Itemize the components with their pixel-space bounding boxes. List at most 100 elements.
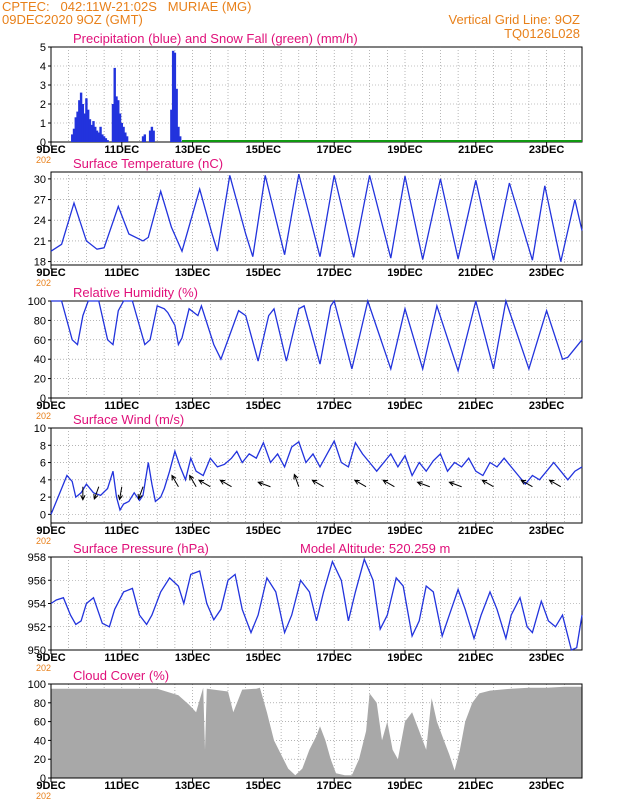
panel-title: Cloud Cover (%)	[73, 668, 169, 683]
x-tick-label: 11DEC	[104, 652, 139, 664]
x-tick-label: 13DEC	[175, 267, 211, 279]
y-tick-label: 24	[34, 215, 46, 227]
precip-bar	[111, 104, 115, 142]
x-tick-label: 21DEC	[458, 267, 494, 279]
panel-6	[48, 683, 583, 782]
year-label: 202	[36, 791, 51, 800]
x-tick-label: 21DEC	[458, 780, 494, 792]
wind-arrow	[137, 486, 144, 501]
y-tick-label: 60	[34, 335, 46, 347]
year-label: 202	[36, 411, 51, 421]
x-tick-label: 17DEC	[316, 525, 352, 537]
panel-frame	[50, 427, 583, 524]
y-tick-label: 0	[40, 773, 46, 785]
x-tick-label: 19DEC	[387, 780, 423, 792]
date-line: 09DEC2020 9OZ (GMT)	[2, 12, 143, 27]
x-tick-label: 19DEC	[387, 652, 423, 664]
y-tick-label: 4	[40, 61, 46, 73]
y-tick-label: 18	[34, 257, 46, 269]
wind-arrow	[293, 473, 300, 487]
station-line: CPTEC: 042:11W-21:02S MURIAE (MG)	[2, 0, 252, 14]
series-line	[50, 439, 583, 515]
x-tick-label: 17DEC	[316, 780, 352, 792]
x-tick-label: 21DEC	[458, 400, 494, 412]
x-tick-label: 13DEC	[175, 525, 211, 537]
wind-arrow	[448, 481, 462, 488]
panel-frame-top	[50, 683, 583, 779]
precip-bar	[170, 109, 173, 142]
x-tick-label: 9DEC	[36, 652, 65, 664]
x-tick-label: 9DEC	[36, 525, 65, 537]
x-tick-label: 23DEC	[529, 400, 565, 412]
x-tick-label: 23DEC	[529, 525, 565, 537]
precip-bar	[101, 134, 104, 142]
precip-bar	[120, 123, 123, 142]
precip-bar	[148, 130, 152, 142]
y-tick-label: 0	[40, 509, 46, 521]
x-tick-label: 17DEC	[316, 144, 352, 156]
x-tick-label: 17DEC	[316, 267, 352, 279]
panel-frame	[50, 556, 583, 651]
wind-arrow	[382, 479, 395, 488]
precip-bar	[92, 121, 95, 142]
precip-bar	[150, 126, 154, 142]
x-tick-label: 11DEC	[104, 525, 139, 537]
precip-bar	[99, 126, 102, 142]
y-tick-label: 10	[34, 423, 46, 435]
model-code: TQ0126L028	[504, 26, 580, 41]
y-tick-label: 40	[34, 735, 46, 747]
y-tick-label: 60	[34, 717, 46, 729]
wind-arrow	[219, 479, 232, 488]
x-tick-label: 13DEC	[175, 780, 211, 792]
y-tick-label: 954	[28, 599, 46, 611]
x-tick-label: 15DEC	[246, 780, 282, 792]
series-line	[51, 298, 583, 374]
precip-bar	[113, 67, 116, 142]
precip-bar	[76, 111, 79, 142]
year-label: 202	[36, 536, 51, 546]
x-tick-label: 15DEC	[246, 144, 282, 156]
precip-bar	[78, 100, 81, 142]
x-tick-label: 9DEC	[36, 144, 65, 156]
precip-bar	[177, 126, 180, 142]
y-tick-label: 950	[28, 645, 46, 657]
wind-arrow	[198, 479, 211, 488]
panel-title: Surface Temperature (nC)	[73, 156, 223, 171]
y-tick-label: 21	[34, 236, 46, 248]
x-tick-label: 17DEC	[316, 652, 352, 664]
precip-bar	[81, 104, 85, 142]
precip-bar	[79, 92, 83, 142]
y-tick-label: 1	[40, 118, 46, 130]
precip-bar	[117, 100, 120, 142]
y-tick-label: 20	[34, 374, 46, 386]
precip-bar	[179, 136, 182, 142]
y-tick-label: 6	[40, 458, 46, 470]
y-tick-label: 958	[28, 552, 46, 564]
precip-bar	[143, 134, 147, 142]
x-tick-label: 11DEC	[104, 400, 139, 412]
precip-bar	[171, 50, 175, 142]
panel-title: Surface Pressure (hPa)	[73, 541, 209, 556]
x-tick-label: 13DEC	[175, 652, 211, 664]
x-tick-label: 17DEC	[316, 400, 352, 412]
x-tick-label: 21DEC	[458, 652, 494, 664]
panel-3	[48, 298, 583, 402]
year-label: 202	[36, 278, 51, 288]
x-tick-label: 19DEC	[387, 525, 423, 537]
wind-arrow	[80, 486, 86, 501]
y-tick-label: 30	[34, 174, 46, 186]
precip-bar	[124, 132, 127, 142]
x-tick-label: 23DEC	[529, 144, 565, 156]
y-tick-label: 100	[28, 679, 46, 691]
precip-bar	[122, 126, 125, 142]
y-tick-label: 100	[28, 296, 46, 308]
wind-arrow	[548, 479, 562, 488]
x-tick-label: 15DEC	[246, 400, 282, 412]
x-tick-label: 19DEC	[387, 400, 423, 412]
panel-2	[48, 171, 583, 269]
x-tick-label: 19DEC	[387, 144, 423, 156]
wind-arrow	[257, 481, 271, 488]
cloud-area	[51, 686, 582, 778]
year-label: 202	[36, 663, 51, 673]
